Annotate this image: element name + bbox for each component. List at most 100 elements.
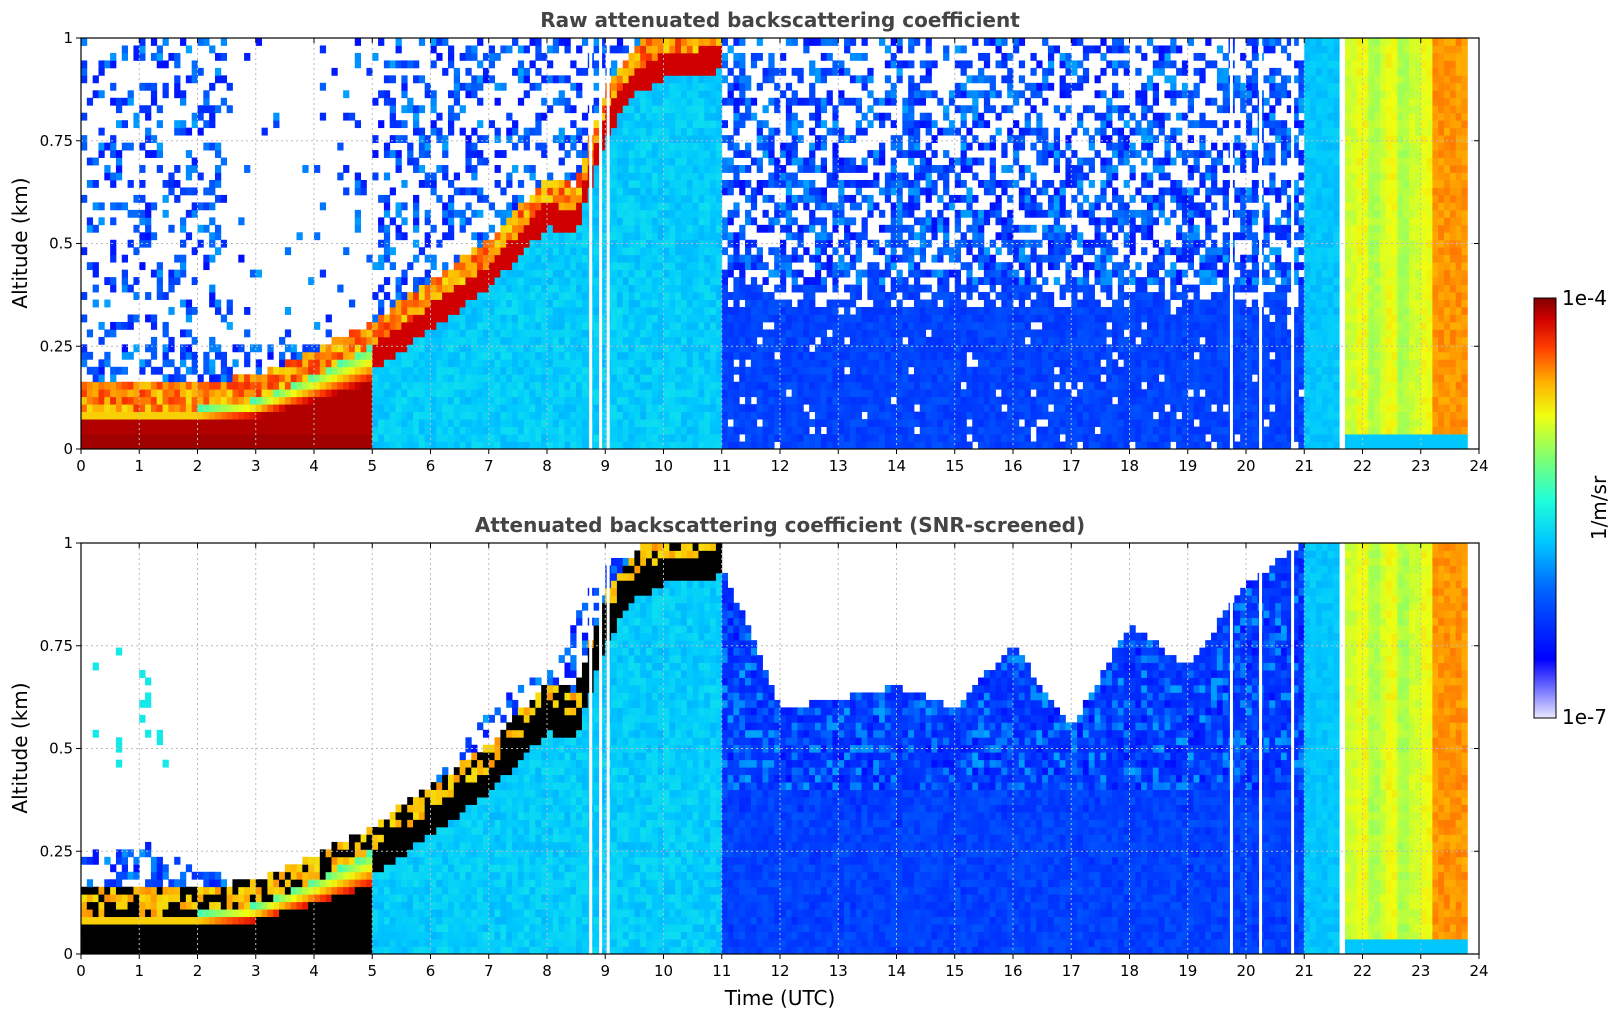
- heatmap-cell: [576, 67, 583, 76]
- heatmap-cell: [576, 396, 583, 405]
- heatmap-cell: [174, 426, 181, 435]
- heatmap-cell: [180, 262, 187, 271]
- heatmap-cell: [244, 374, 251, 383]
- heatmap-cell: [482, 419, 490, 427]
- heatmap-cell: [447, 127, 455, 136]
- heatmap-cell: [925, 419, 932, 427]
- heatmap-cell: [570, 217, 577, 226]
- heatmap-cell: [634, 404, 641, 413]
- heatmap-cell: [616, 389, 624, 398]
- heatmap-cell: [634, 434, 641, 442]
- heatmap-cell: [599, 366, 606, 375]
- heatmap-cell: [913, 336, 921, 345]
- heatmap-cell: [226, 82, 233, 91]
- heatmap-cell: [529, 344, 536, 353]
- heatmap-cell: [494, 404, 501, 413]
- heatmap-cell: [698, 67, 705, 76]
- heatmap-cell: [442, 150, 449, 158]
- heatmap-cell: [506, 389, 513, 398]
- heatmap-cell: [640, 329, 647, 338]
- heatmap-cell: [378, 426, 385, 435]
- heatmap-cell: [809, 404, 816, 413]
- heatmap-cell: [547, 374, 554, 383]
- heatmap-cell: [279, 351, 286, 360]
- heatmap-cell: [581, 239, 589, 248]
- heatmap-cell: [570, 329, 577, 338]
- heatmap-cell: [576, 426, 583, 435]
- heatmap-cell: [774, 172, 781, 181]
- heatmap-cell: [139, 194, 146, 203]
- heatmap-cell: [745, 194, 752, 203]
- heatmap-cell: [372, 404, 379, 413]
- heatmap-cell: [733, 434, 740, 442]
- heatmap-cell: [756, 359, 763, 368]
- heatmap-cell: [884, 389, 892, 398]
- heatmap-cell: [226, 366, 233, 375]
- heatmap-cell: [686, 374, 694, 383]
- heatmap-cell: [354, 172, 362, 181]
- heatmap-cell: [849, 314, 857, 323]
- heatmap-cell: [809, 127, 816, 136]
- heatmap-cell: [162, 381, 169, 390]
- heatmap-cell: [680, 232, 688, 241]
- heatmap-cell: [214, 344, 222, 353]
- heatmap-cell: [523, 269, 530, 278]
- heatmap-cell: [512, 247, 519, 256]
- heatmap-cell: [733, 179, 740, 188]
- heatmap-cell: [675, 157, 682, 166]
- heatmap-cell: [908, 127, 915, 136]
- heatmap-cell: [745, 75, 752, 84]
- heatmap-cell: [680, 82, 688, 91]
- heatmap-cell: [832, 67, 839, 76]
- heatmap-cell: [861, 307, 868, 315]
- heatmap-cell: [616, 321, 624, 330]
- heatmap-cell: [809, 396, 816, 405]
- heatmap-cell: [797, 284, 804, 293]
- heatmap-cell: [494, 426, 501, 435]
- heatmap-cell: [715, 314, 723, 323]
- heatmap-cell: [372, 321, 379, 330]
- heatmap-cell: [127, 314, 134, 323]
- heatmap-cell: [780, 419, 787, 427]
- heatmap-cell: [424, 419, 431, 427]
- heatmap-cell: [669, 292, 676, 300]
- heatmap-cell: [174, 60, 181, 69]
- heatmap-cell: [203, 366, 210, 375]
- heatmap-cell: [477, 157, 484, 166]
- heatmap-cell: [471, 396, 478, 405]
- heatmap-cell: [715, 38, 723, 46]
- heatmap-cell: [908, 120, 915, 129]
- heatmap-cell: [564, 404, 571, 413]
- heatmap-cell: [919, 299, 927, 308]
- heatmap-cell: [354, 60, 362, 69]
- heatmap-cell: [547, 321, 554, 330]
- heatmap-cell: [651, 336, 659, 345]
- heatmap-cell: [121, 97, 129, 106]
- heatmap-cell: [844, 441, 851, 449]
- heatmap-cell: [488, 336, 495, 345]
- heatmap-cell: [407, 157, 414, 166]
- heatmap-cell: [611, 247, 618, 256]
- heatmap-cell: [826, 232, 833, 241]
- heatmap-cell: [704, 172, 711, 181]
- heatmap-cell: [453, 172, 461, 181]
- heatmap-cell: [820, 307, 827, 315]
- heatmap-cell: [302, 419, 309, 427]
- heatmap-cell: [395, 120, 402, 129]
- heatmap-cell: [552, 292, 560, 300]
- heatmap-cell: [267, 366, 274, 375]
- heatmap-cell: [162, 434, 169, 442]
- heatmap-cell: [558, 381, 565, 390]
- heatmap-cell: [919, 75, 927, 84]
- heatmap-cell: [651, 105, 659, 114]
- heatmap-cell: [337, 172, 344, 181]
- heatmap-cell: [844, 314, 851, 323]
- heatmap-cell: [756, 381, 763, 390]
- heatmap-cell: [354, 419, 362, 427]
- heatmap-cell: [552, 179, 560, 188]
- heatmap-cell: [115, 321, 123, 330]
- heatmap-cell: [715, 194, 723, 203]
- heatmap-cell: [890, 262, 897, 271]
- heatmap-cell: [669, 336, 676, 345]
- heatmap-cell: [669, 434, 676, 442]
